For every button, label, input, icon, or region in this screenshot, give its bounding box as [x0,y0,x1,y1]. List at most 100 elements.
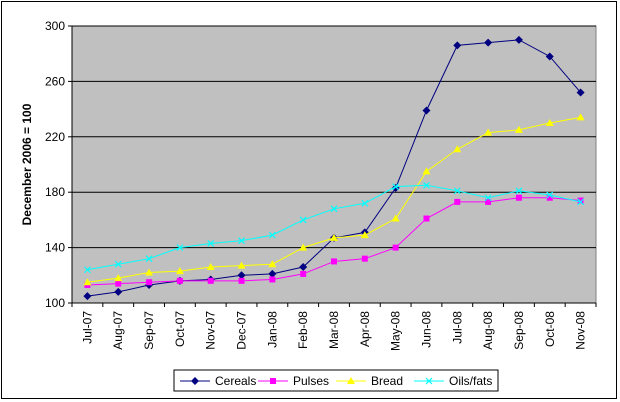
data-point [484,128,493,136]
data-point [268,269,277,278]
y-tick-label: 180 [45,185,65,199]
data-point [577,197,584,204]
x-axis: Jul-07 Aug-07 Sep-07 Oct-07 Nov-07 Dec-07 Jan-… [71,302,597,351]
x-tick-label: Nov-07 [204,311,218,350]
data-point [238,237,245,245]
legend-label: Pulses [293,374,329,388]
data-point [453,145,462,153]
data-point [330,205,338,213]
legend: Cereals Pulses Bread Oils/fats [173,369,499,392]
data-point [299,216,307,224]
data-point [391,214,400,222]
series-layer [83,35,585,301]
x-tick-label: Jul-07 [80,311,94,344]
legend-label: Bread [371,374,403,388]
data-point [299,243,308,251]
data-point [145,268,154,276]
data-point [238,277,245,284]
data-point [422,167,431,175]
legend-marker [425,377,433,385]
data-point [546,191,554,199]
plot-area [71,25,597,304]
data-point [514,35,523,44]
x-tick-label: Aug-08 [481,311,495,350]
x-tick-label: Sep-08 [512,311,526,350]
data-point [484,194,492,202]
x-tick-label: Oct-08 [543,311,557,347]
data-point [206,262,215,270]
data-point [299,262,308,271]
legend-label: Cereals [215,374,256,388]
y-axis-title: December 2006 = 100 [20,103,34,225]
x-tick-label: Jun-08 [419,311,433,348]
data-point [453,41,462,50]
data-point [515,194,522,201]
data-point [268,260,277,268]
data-point [114,287,123,296]
data-point [83,278,92,286]
data-point [392,244,399,251]
data-point [576,113,585,121]
data-point [423,181,430,189]
y-axis: 100 140 180 220 260 300 [45,19,73,310]
x-tick-label: Sep-07 [142,311,156,350]
legend-label: Oils/fats [449,374,492,388]
data-point [331,258,337,265]
y-tick-label: 140 [45,241,65,255]
x-tick-label: Mar-08 [327,311,341,349]
legend-marker [347,377,355,384]
data-point [423,215,430,222]
data-point [146,279,153,286]
x-tick-label: Jan-08 [265,311,279,348]
data-point [114,260,122,268]
data-point [577,198,585,206]
data-point [545,118,554,126]
legend-marker [270,378,276,384]
data-point [330,233,338,241]
data-point [237,261,246,269]
data-point [361,199,369,207]
data-point [269,276,276,283]
series-bread [83,113,585,286]
data-point [515,187,523,195]
data-point [115,280,122,287]
x-tick-label: Feb-08 [296,311,310,349]
data-point [176,277,183,284]
y-tick-label: 220 [45,130,65,144]
data-point [514,125,523,133]
data-point [207,240,215,247]
data-point [576,88,585,97]
data-point [361,255,368,262]
x-tick-label: Nov-08 [574,311,588,350]
data-point [546,194,553,201]
legend-marker [191,377,199,385]
series-oils-fats [83,181,585,274]
data-point [485,198,492,205]
data-point [391,184,400,193]
x-tick-label: Jul-08 [450,311,464,344]
data-point [484,38,493,47]
data-point [422,106,431,115]
data-point [176,244,184,252]
data-point [83,292,92,301]
data-point [268,231,276,239]
x-tick-label: May-08 [389,311,403,351]
data-point [453,187,461,195]
x-tick-label: Apr-08 [358,311,372,347]
data-point [454,198,461,205]
data-point [83,266,91,274]
x-tick-label: Dec-07 [235,311,249,350]
data-point [300,270,307,277]
y-tick-label: 100 [45,296,65,310]
plot-background [71,25,597,304]
data-point [360,231,369,239]
y-tick-label: 260 [45,74,65,88]
data-point [145,255,153,263]
data-point [175,267,184,275]
data-point [207,277,214,284]
data-point [114,274,123,282]
data-point [392,183,400,191]
data-point [545,52,554,61]
data-point [237,271,246,280]
